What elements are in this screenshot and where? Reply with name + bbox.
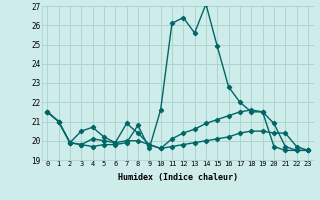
X-axis label: Humidex (Indice chaleur): Humidex (Indice chaleur) — [118, 173, 237, 182]
